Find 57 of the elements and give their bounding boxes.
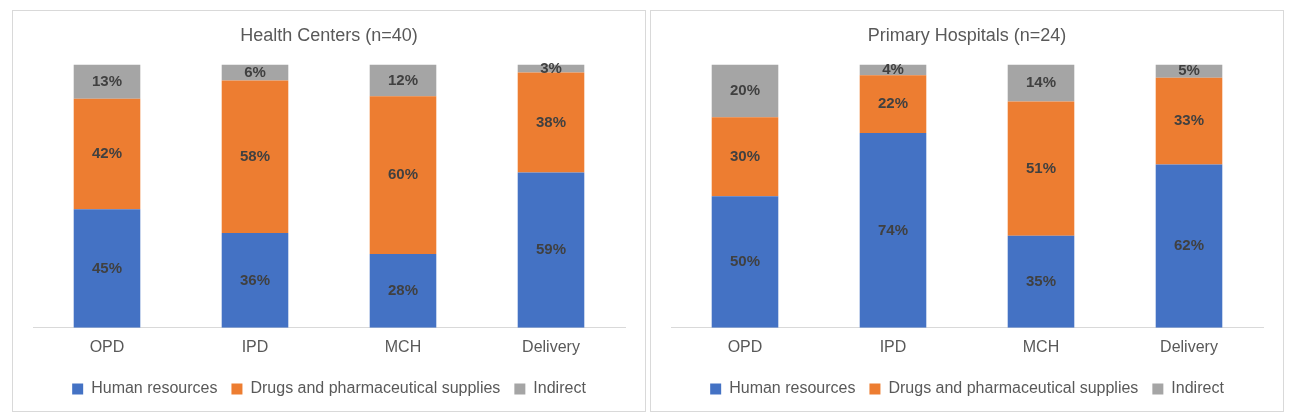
bar bbox=[73, 98, 141, 210]
data-label: 20% bbox=[729, 81, 761, 99]
data-label: 28% bbox=[387, 281, 419, 299]
x-tick-label: Delivery bbox=[522, 337, 580, 355]
x-tick-label: IPD bbox=[241, 337, 269, 355]
bar bbox=[221, 80, 289, 234]
bar bbox=[73, 209, 141, 328]
data-label: 5% bbox=[1178, 61, 1200, 79]
x-tick-label: MCH bbox=[384, 337, 422, 355]
bar bbox=[369, 254, 437, 328]
data-label: 58% bbox=[239, 146, 271, 164]
data-label: 45% bbox=[91, 258, 123, 276]
data-label: 50% bbox=[729, 252, 761, 270]
bar bbox=[1007, 235, 1075, 328]
data-label: 51% bbox=[1025, 158, 1057, 176]
data-label: 38% bbox=[535, 112, 567, 130]
data-label: 60% bbox=[387, 165, 419, 183]
bar bbox=[73, 64, 141, 99]
data-label: 33% bbox=[1173, 111, 1205, 129]
legend-label: Drugs and pharmaceutical supplies bbox=[250, 379, 501, 397]
bar bbox=[369, 96, 437, 255]
bar bbox=[1155, 164, 1223, 328]
data-label: 12% bbox=[387, 70, 419, 88]
bar bbox=[711, 64, 779, 118]
bar bbox=[859, 133, 927, 328]
data-label: 74% bbox=[877, 220, 909, 238]
bar bbox=[711, 196, 779, 328]
data-label: 4% bbox=[882, 60, 904, 77]
legend-label: Human resources bbox=[729, 379, 856, 397]
data-label: 35% bbox=[1025, 271, 1057, 289]
data-label: 42% bbox=[91, 144, 123, 162]
bar bbox=[1155, 77, 1223, 165]
bar bbox=[517, 172, 585, 328]
bar bbox=[711, 117, 779, 197]
chart-title: Primary Hospitals (n=24) bbox=[867, 24, 1067, 45]
data-label: 30% bbox=[729, 146, 761, 164]
data-label: 6% bbox=[244, 62, 266, 80]
x-tick-label: OPD bbox=[89, 337, 125, 355]
bar bbox=[517, 72, 585, 173]
legend-label: Indirect bbox=[1171, 379, 1225, 397]
legend-label: Human resources bbox=[91, 379, 218, 397]
bar bbox=[859, 75, 927, 134]
data-label: 36% bbox=[239, 270, 271, 288]
x-tick-label: Delivery bbox=[1160, 337, 1218, 355]
bar bbox=[1007, 101, 1075, 236]
data-label: 59% bbox=[535, 240, 567, 258]
data-label: 14% bbox=[1025, 73, 1057, 91]
data-label: 13% bbox=[91, 71, 123, 89]
chart-title: Health Centers (n=40) bbox=[240, 24, 418, 45]
bar bbox=[221, 233, 289, 328]
data-label: 22% bbox=[877, 94, 909, 112]
x-tick-label: IPD bbox=[879, 337, 907, 355]
data-label: 62% bbox=[1173, 236, 1205, 254]
x-tick-label: OPD bbox=[727, 337, 763, 355]
x-tick-label: MCH bbox=[1022, 337, 1060, 355]
legend-label: Indirect bbox=[533, 379, 587, 397]
legend-label: Drugs and pharmaceutical supplies bbox=[888, 379, 1139, 397]
